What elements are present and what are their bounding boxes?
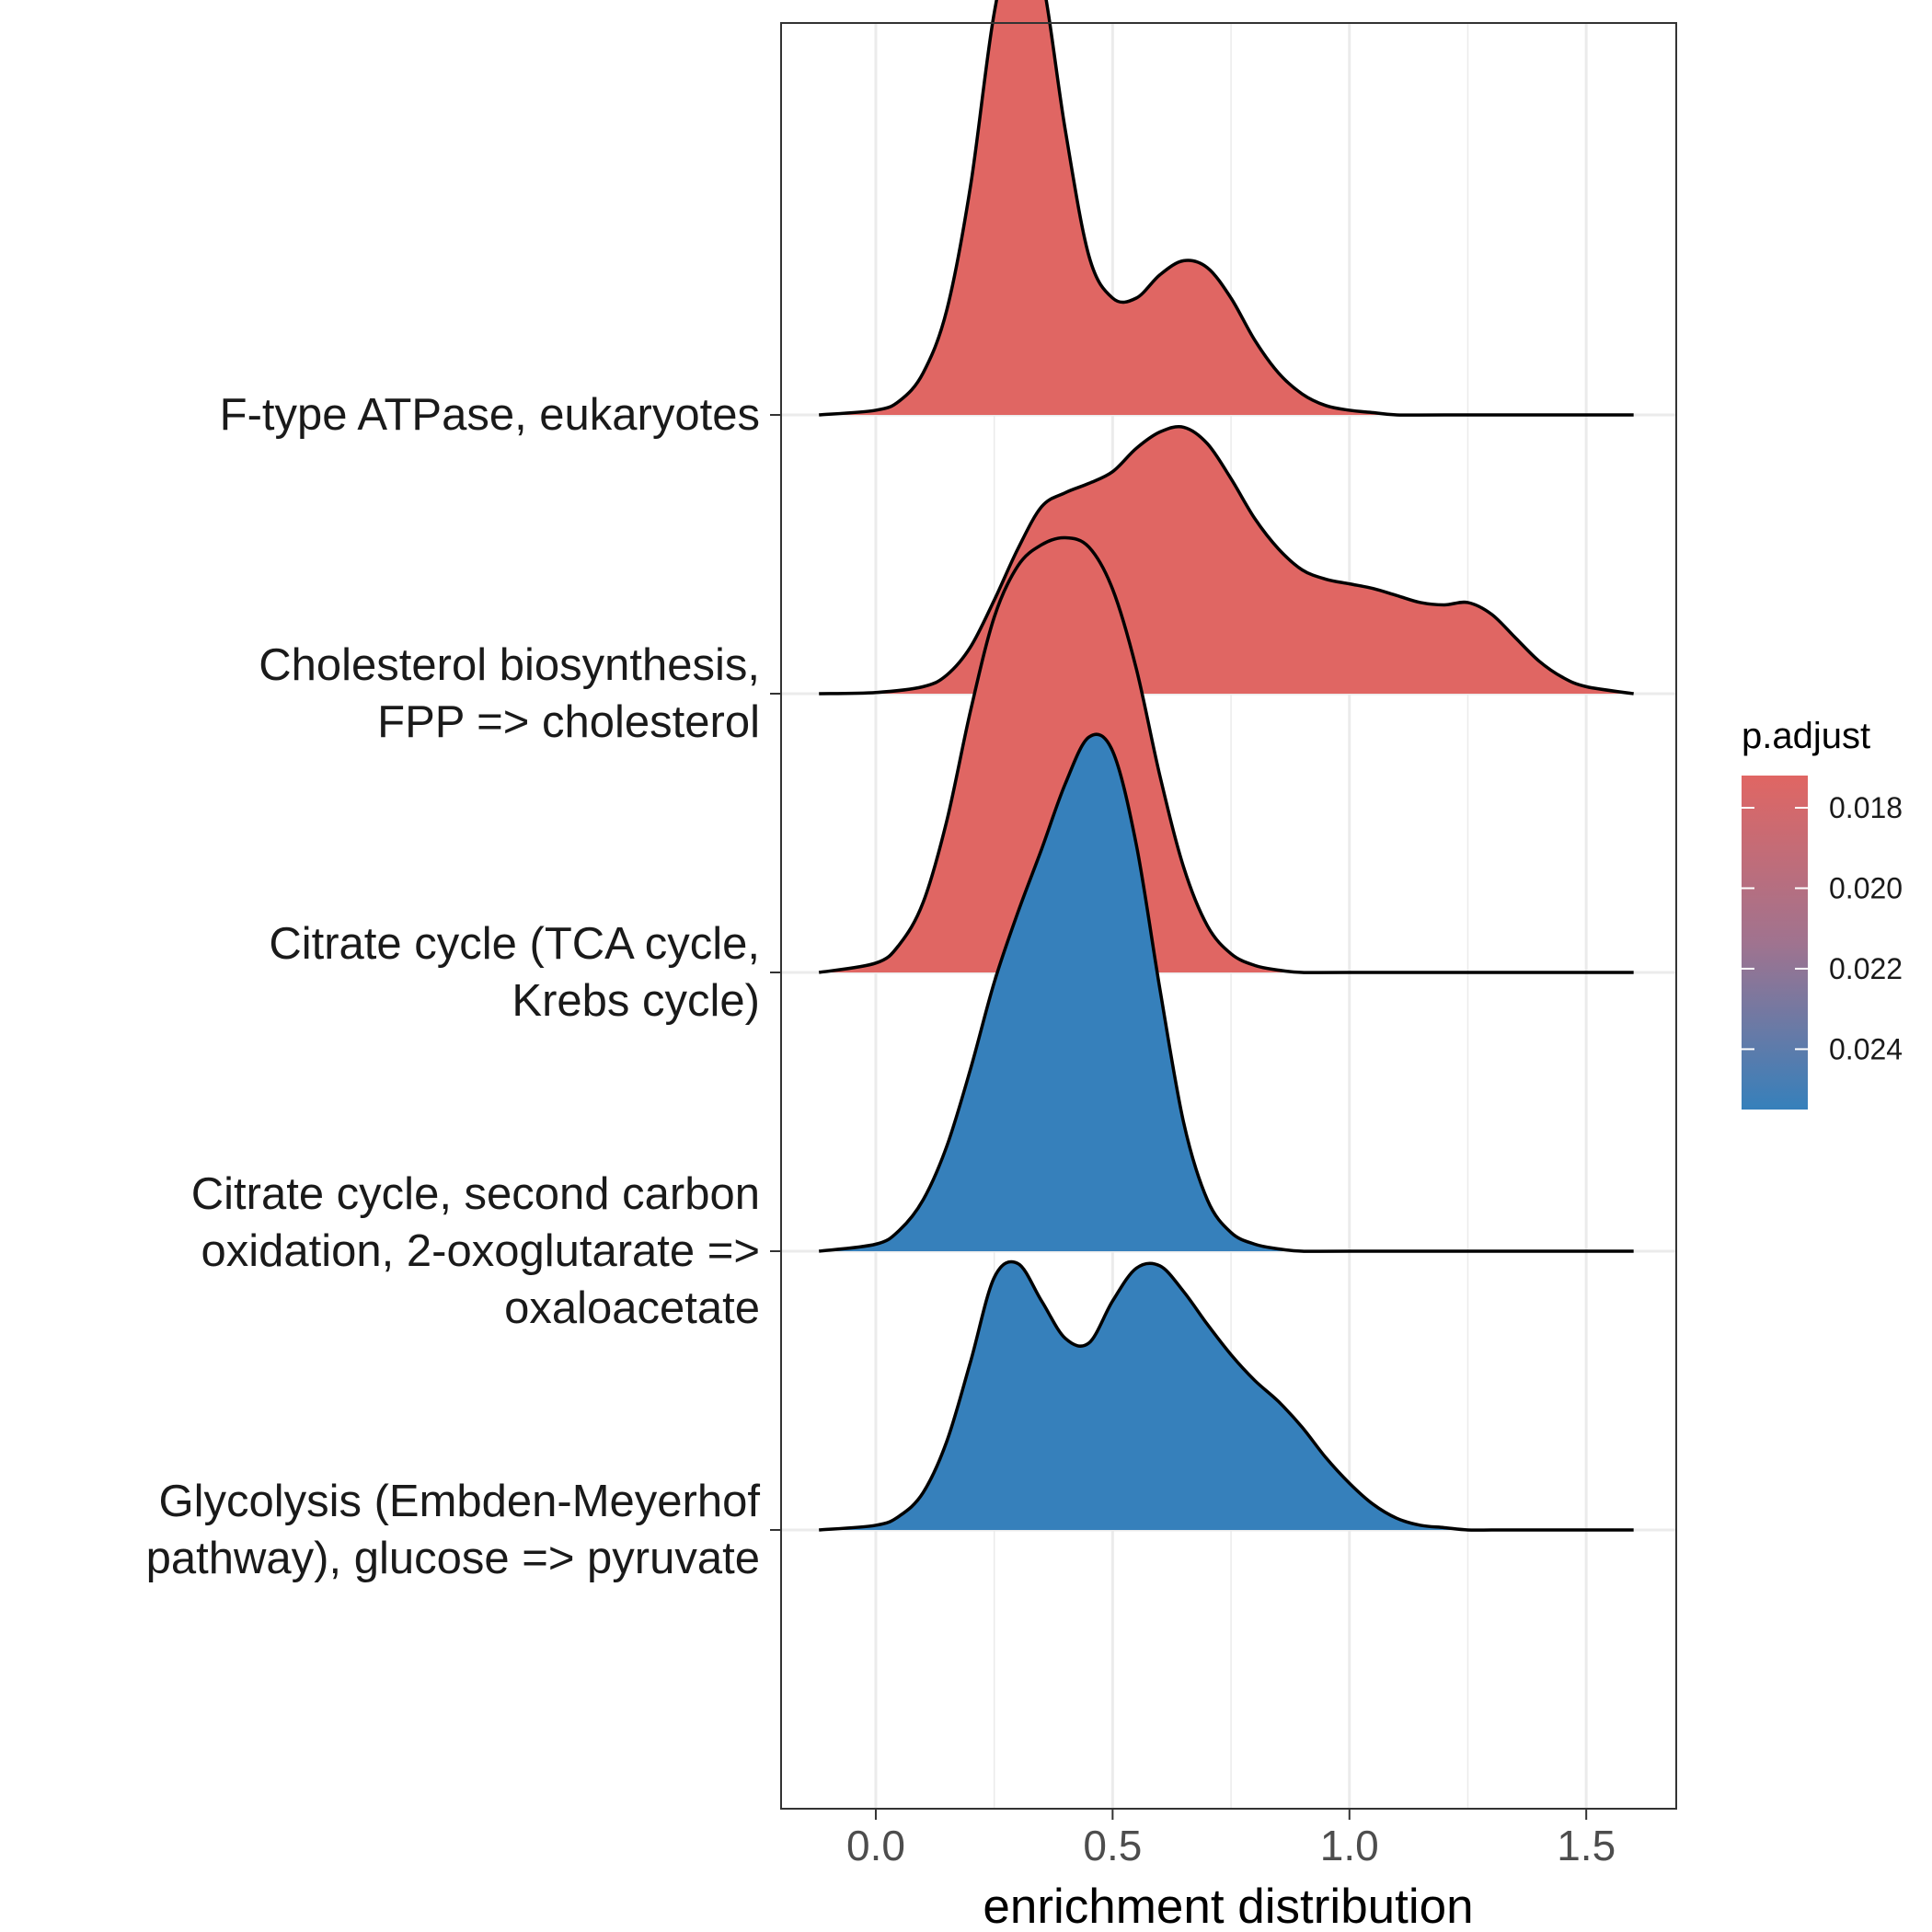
panel-background <box>781 23 1676 1809</box>
y-category-label: oxidation, 2-oxoglutarate => <box>201 1226 760 1276</box>
ridge-area <box>819 0 1634 416</box>
x-tick-label: 1.5 <box>1557 1822 1616 1869</box>
x-tick-label: 0.0 <box>846 1822 905 1869</box>
x-axis: 0.0 0.5 1.0 1.5 <box>846 1809 1616 1869</box>
ridge-outline <box>819 1259 1634 1532</box>
x-tick-label: 1.0 <box>1320 1822 1379 1869</box>
ridge <box>819 0 1634 417</box>
y-category-label: pathway), glucose => pyruvate <box>146 1534 760 1583</box>
legend: p.adjust 0.018 0.020 0.022 0.024 <box>1742 716 1903 1110</box>
legend-title: p.adjust <box>1742 716 1870 756</box>
legend-ticks: 0.018 0.020 0.022 0.024 <box>1742 791 1903 1065</box>
legend-colorbar <box>1742 776 1808 1110</box>
ridge-area <box>819 537 1634 973</box>
y-category-label: Cholesterol biosynthesis, <box>259 640 760 690</box>
x-axis-title: enrichment distribution <box>983 1880 1473 1932</box>
ridge-outline <box>818 535 1634 974</box>
y-category-label: oxaloacetate <box>504 1283 760 1333</box>
ridge-outline <box>818 732 1634 1253</box>
legend-tick-label: 0.024 <box>1829 1032 1903 1065</box>
y-category-label: F-type ATPase, eukaryotes <box>220 390 760 440</box>
legend-tick-label: 0.022 <box>1829 952 1903 985</box>
ridge-area <box>819 734 1634 1252</box>
y-category-label: FPP => cholesterol <box>377 697 760 747</box>
legend-tick-label: 0.020 <box>1829 871 1903 904</box>
x-tick-label: 0.5 <box>1083 1822 1142 1869</box>
ridges <box>818 0 1634 1532</box>
y-axis: F-type ATPase, eukaryotes Cholesterol bio… <box>146 390 781 1583</box>
y-category-label: Glycolysis (Embden-Meyerhof <box>158 1477 760 1526</box>
legend-tick-label: 0.018 <box>1829 791 1903 824</box>
y-category-label: Citrate cycle (TCA cycle, <box>269 919 760 969</box>
ridge-outline <box>819 425 1634 696</box>
ridge <box>818 732 1634 1253</box>
panel-border <box>780 22 1677 1810</box>
ridge-area <box>819 1261 1634 1531</box>
y-category-label: Krebs cycle) <box>512 976 760 1026</box>
ridge <box>818 535 1634 974</box>
y-category-label: Citrate cycle, second carbon <box>191 1169 760 1219</box>
ridge-outline <box>819 0 1634 417</box>
ridge <box>819 1259 1634 1532</box>
